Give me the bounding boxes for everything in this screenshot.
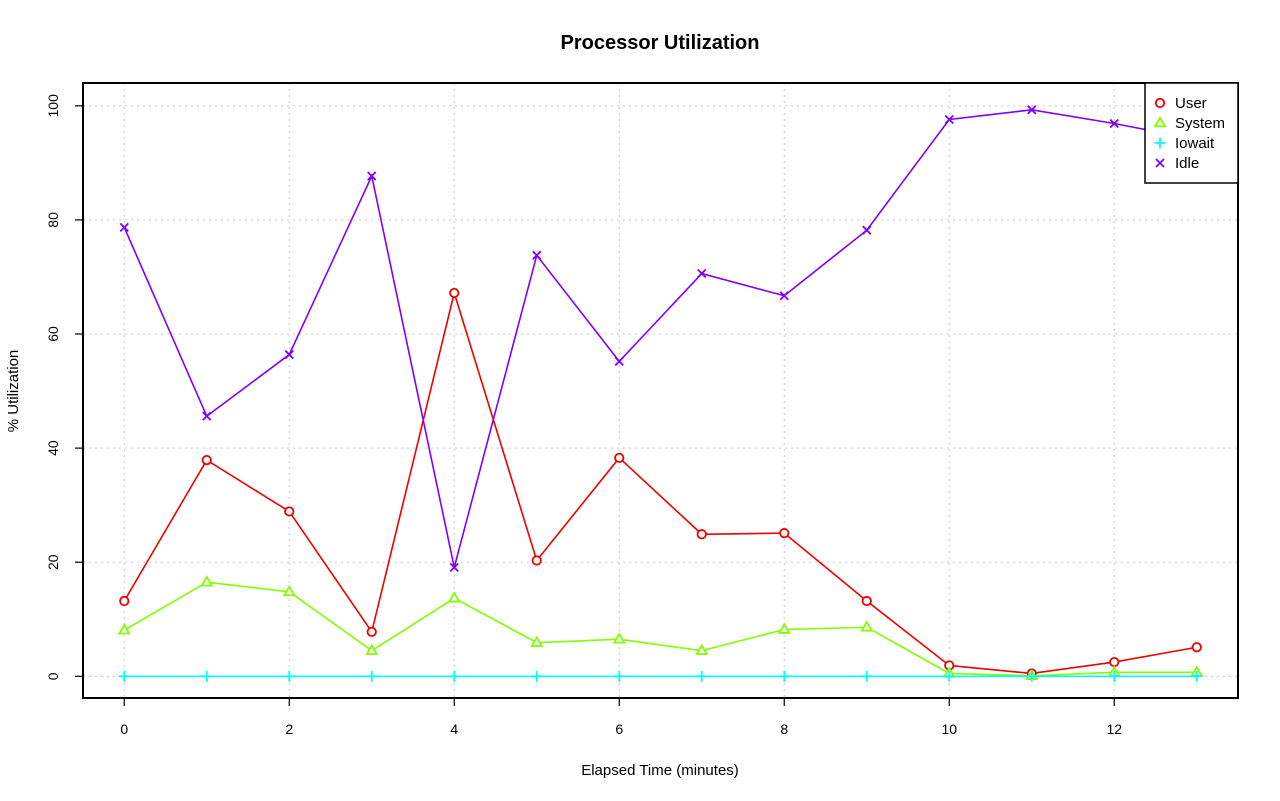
legend-label-idle: Idle [1175, 155, 1199, 172]
y-tick-label: 0 [45, 672, 61, 680]
data-point-user [449, 287, 460, 299]
legend: User System Iowait Idle [1144, 82, 1239, 184]
data-point-iowait [283, 670, 295, 682]
data-point-idle [614, 356, 624, 367]
data-point-system [695, 643, 709, 655]
data-point-system [282, 584, 296, 597]
data-point-idle [1109, 118, 1119, 129]
legend-marker-iowait [1154, 137, 1166, 149]
y-tick-label: 40 [45, 440, 61, 456]
data-point-idle [449, 562, 459, 572]
data-point-user [1191, 642, 1202, 653]
data-point-iowait [366, 670, 378, 682]
x-tick-label: 10 [941, 721, 957, 737]
data-point-system [365, 643, 379, 655]
data-point-iowait [201, 670, 213, 682]
data-point-idle [1027, 105, 1037, 115]
legend-label-system: System [1175, 115, 1225, 132]
series-layer [117, 105, 1204, 682]
y-tick-label: 100 [45, 94, 61, 118]
legend-marker-idle [1155, 158, 1165, 168]
data-point-idle [944, 114, 954, 125]
data-point-system [530, 635, 544, 647]
data-point-system [860, 620, 874, 632]
grid-layer [83, 83, 1238, 698]
data-point-user [366, 626, 377, 637]
x-tick-label: 4 [450, 721, 458, 737]
data-point-iowait [1026, 670, 1038, 682]
data-point-iowait [531, 670, 543, 682]
legend-marker-user [1154, 97, 1166, 109]
data-point-user [1109, 656, 1120, 668]
x-tick-label: 12 [1106, 721, 1122, 737]
plot-frame [82, 82, 1239, 699]
data-point-user [119, 595, 130, 607]
data-point-idle [862, 225, 872, 235]
x-tick-label: 8 [780, 721, 788, 737]
y-axis-label: % Utilization [5, 350, 22, 433]
data-point-user [284, 506, 295, 517]
x-tick-label: 6 [615, 721, 623, 737]
data-point-system [447, 591, 461, 603]
data-point-iowait [778, 670, 790, 682]
data-point-idle [284, 349, 294, 360]
data-point-iowait [696, 670, 708, 682]
y-tick-label: 20 [45, 554, 61, 570]
x-tick-label: 0 [120, 721, 128, 737]
data-point-user [861, 595, 872, 607]
data-point-system [117, 623, 131, 635]
series-line-idle [123, 109, 1197, 568]
data-point-user [779, 528, 790, 539]
series-user [119, 287, 1202, 679]
series-idle [119, 105, 1202, 572]
data-point-iowait [613, 670, 625, 682]
data-point-user [614, 452, 625, 463]
y-tick-label: 80 [45, 212, 61, 228]
data-point-user [531, 555, 542, 566]
legend-label-user: User [1175, 95, 1207, 112]
legend-label-iowait: Iowait [1175, 135, 1215, 152]
data-point-idle [202, 411, 212, 421]
series-system [117, 575, 1204, 681]
series-iowait [118, 670, 1203, 682]
data-point-idle [367, 171, 377, 181]
data-point-idle [697, 268, 707, 279]
series-line-user [123, 289, 1197, 675]
data-point-iowait [943, 670, 955, 682]
legend-marker-system [1153, 115, 1167, 128]
data-point-system [200, 575, 214, 587]
y-tick-label: 60 [45, 326, 61, 342]
x-axis-label: Elapsed Time (minutes) [581, 762, 739, 779]
axis-layer: 0 2 4 6 8 10 12 0 20 40 60 80 100 [45, 94, 1122, 737]
chart-title: Processor Utilization [561, 32, 760, 54]
data-point-iowait [861, 670, 873, 682]
data-point-iowait [1108, 670, 1120, 682]
data-point-system [612, 632, 626, 644]
data-point-iowait [118, 670, 130, 682]
data-point-user [696, 529, 707, 540]
data-point-iowait [1191, 670, 1203, 682]
series-line-system [123, 581, 1197, 677]
data-point-idle [532, 250, 542, 260]
x-tick-label: 2 [285, 721, 293, 737]
data-point-idle [779, 291, 789, 301]
data-point-system [777, 622, 791, 634]
data-point-iowait [448, 670, 460, 682]
data-point-user [201, 455, 212, 466]
data-point-idle [119, 222, 129, 232]
